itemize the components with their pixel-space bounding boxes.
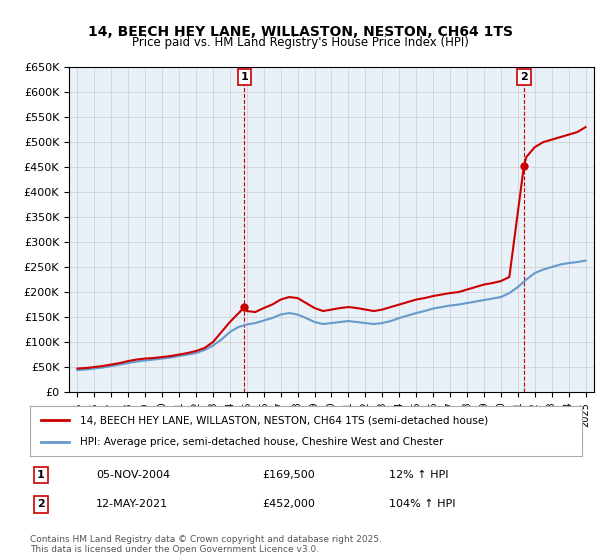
Text: 12-MAY-2021: 12-MAY-2021 (96, 500, 169, 510)
Text: £452,000: £452,000 (262, 500, 315, 510)
Text: Contains HM Land Registry data © Crown copyright and database right 2025.
This d: Contains HM Land Registry data © Crown c… (30, 535, 382, 554)
Text: 104% ↑ HPI: 104% ↑ HPI (389, 500, 455, 510)
Text: £169,500: £169,500 (262, 470, 314, 480)
Text: 14, BEECH HEY LANE, WILLASTON, NESTON, CH64 1TS (semi-detached house): 14, BEECH HEY LANE, WILLASTON, NESTON, C… (80, 415, 488, 425)
Text: 12% ↑ HPI: 12% ↑ HPI (389, 470, 448, 480)
Text: HPI: Average price, semi-detached house, Cheshire West and Chester: HPI: Average price, semi-detached house,… (80, 437, 443, 447)
Text: Price paid vs. HM Land Registry's House Price Index (HPI): Price paid vs. HM Land Registry's House … (131, 36, 469, 49)
Text: 2: 2 (520, 72, 528, 82)
Text: 1: 1 (37, 470, 45, 480)
Text: 1: 1 (241, 72, 248, 82)
Text: 2: 2 (37, 500, 45, 510)
Text: 14, BEECH HEY LANE, WILLASTON, NESTON, CH64 1TS: 14, BEECH HEY LANE, WILLASTON, NESTON, C… (88, 25, 512, 39)
Text: 05-NOV-2004: 05-NOV-2004 (96, 470, 170, 480)
